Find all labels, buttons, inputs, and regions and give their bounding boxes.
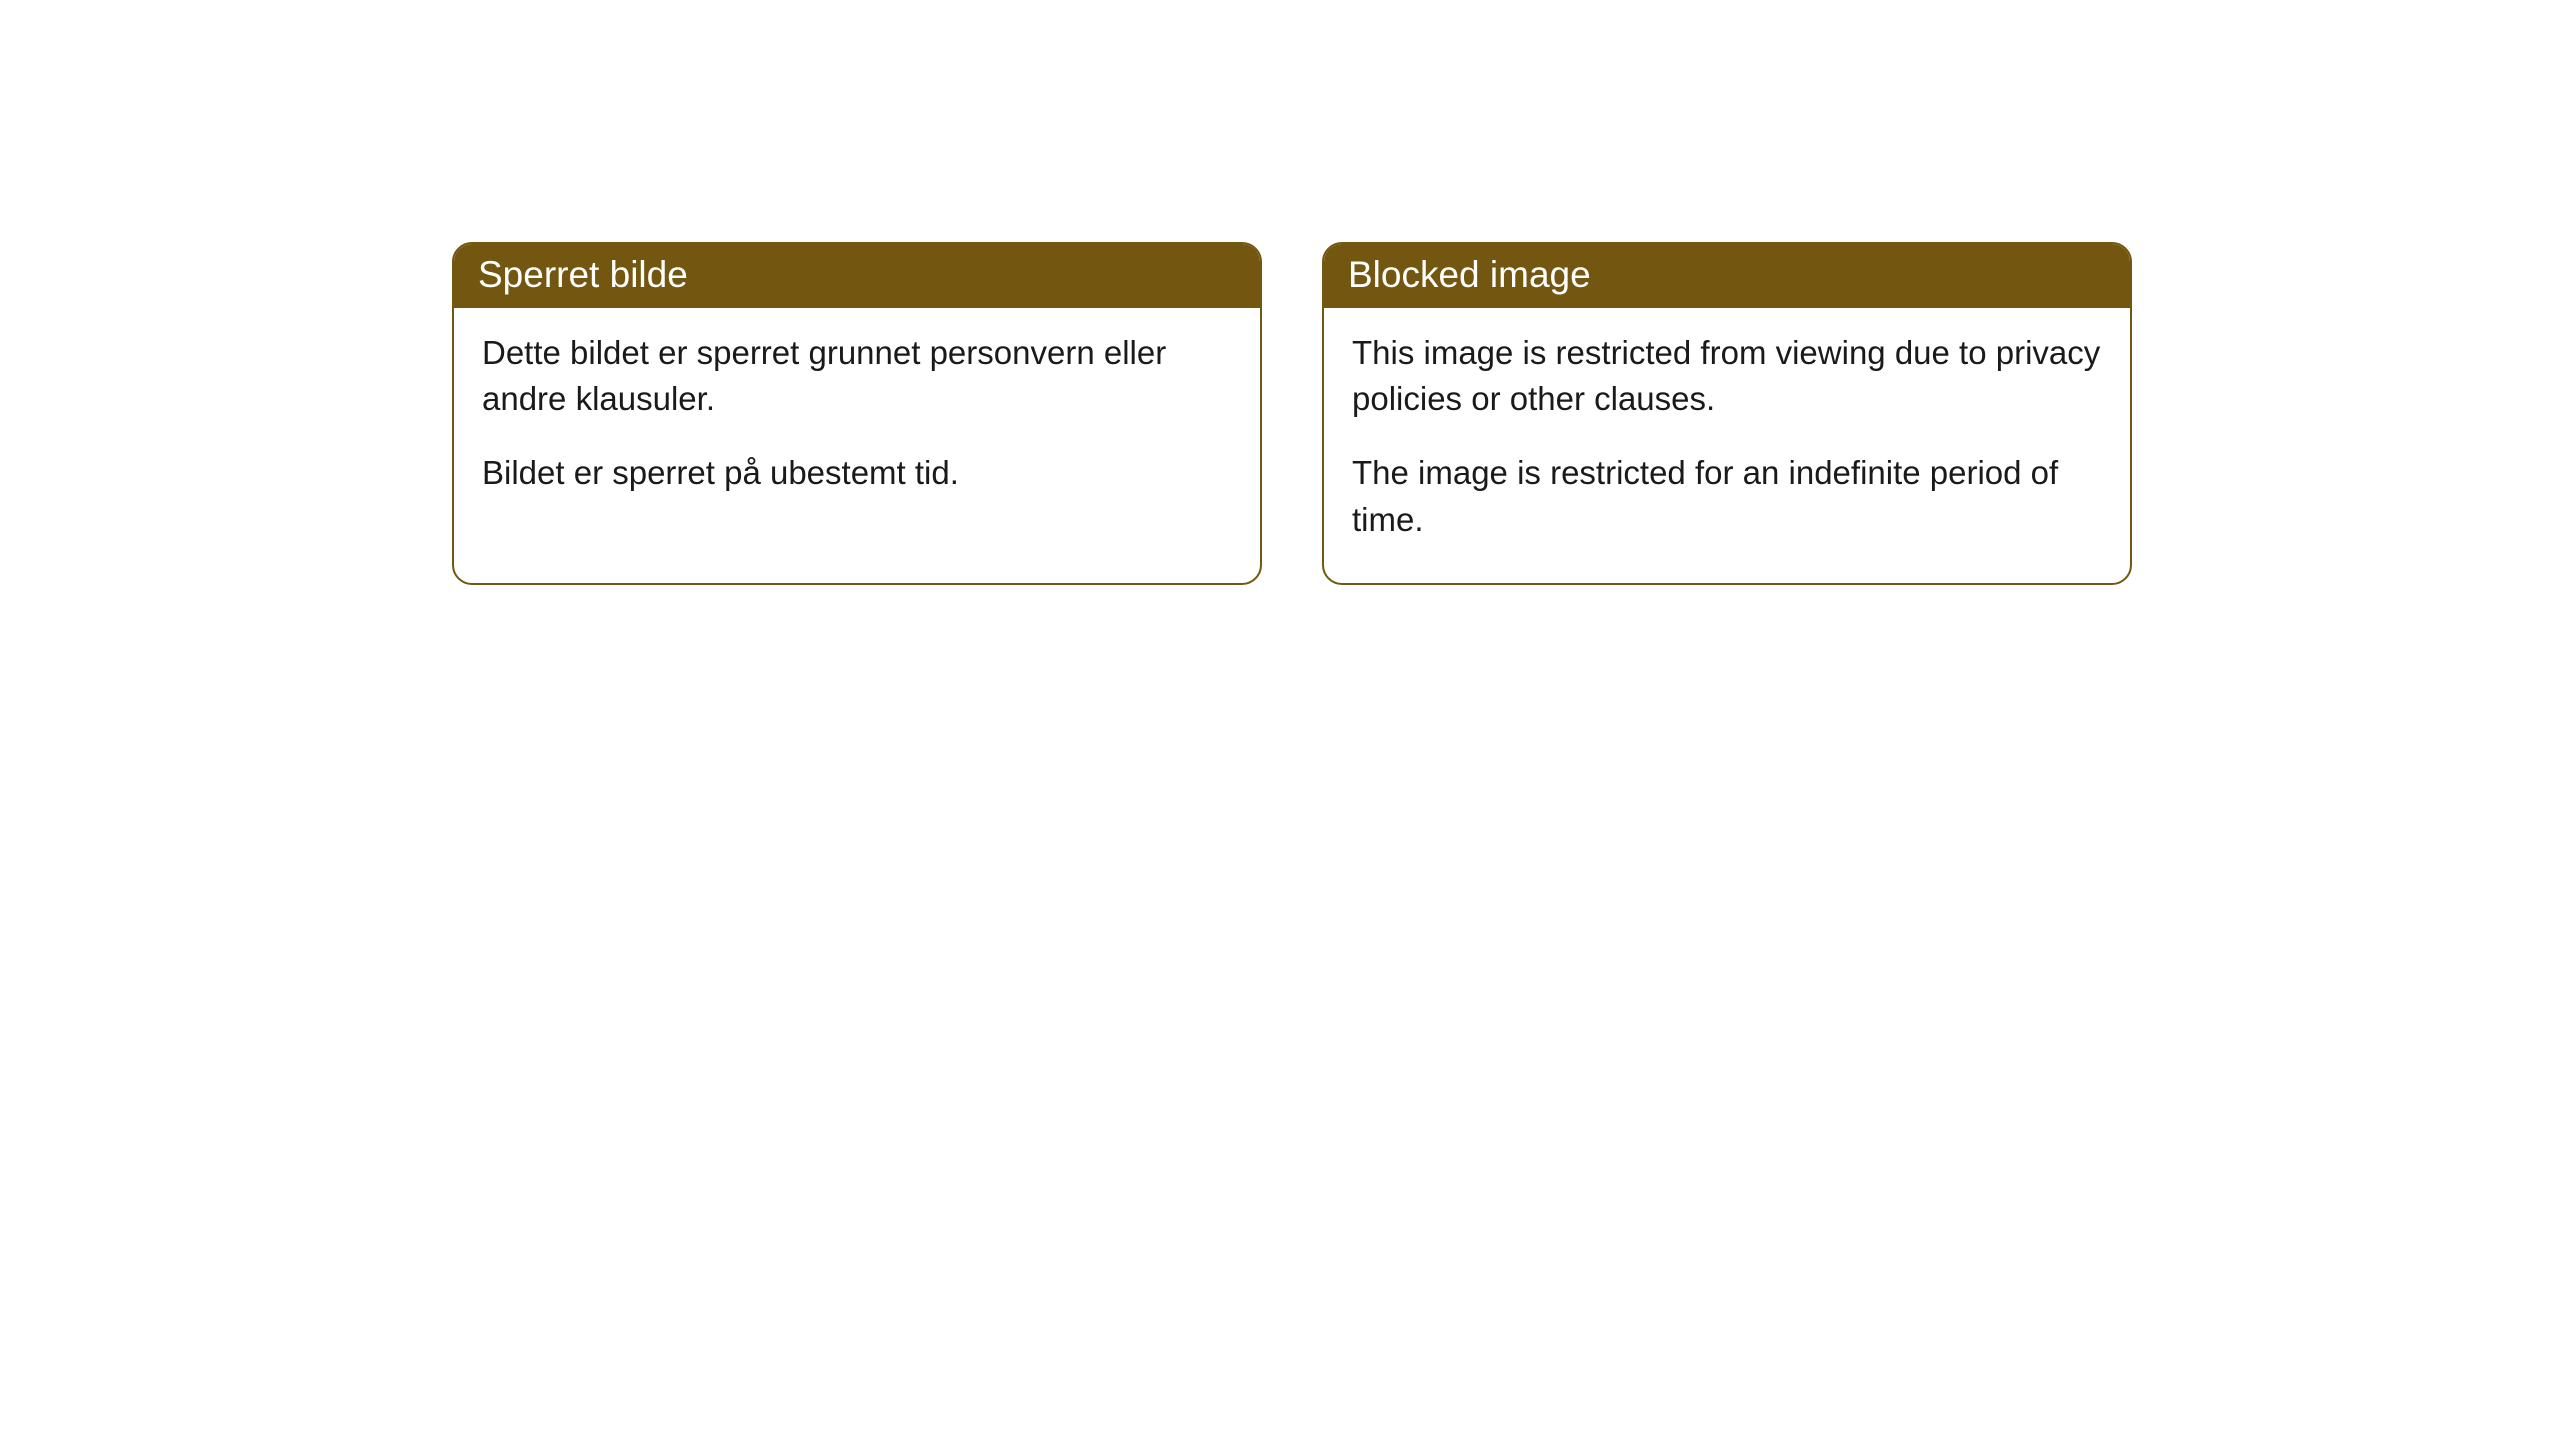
card-header-norwegian: Sperret bilde <box>454 244 1260 308</box>
card-norwegian: Sperret bilde Dette bildet er sperret gr… <box>452 242 1262 585</box>
cards-container: Sperret bilde Dette bildet er sperret gr… <box>0 0 2560 585</box>
card-body-norwegian: Dette bildet er sperret grunnet personve… <box>454 308 1260 537</box>
card-paragraph-2: The image is restricted for an indefinit… <box>1352 450 2102 542</box>
card-paragraph-1: This image is restricted from viewing du… <box>1352 330 2102 422</box>
card-paragraph-1: Dette bildet er sperret grunnet personve… <box>482 330 1232 422</box>
card-header-english: Blocked image <box>1324 244 2130 308</box>
card-paragraph-2: Bildet er sperret på ubestemt tid. <box>482 450 1232 496</box>
card-english: Blocked image This image is restricted f… <box>1322 242 2132 585</box>
card-body-english: This image is restricted from viewing du… <box>1324 308 2130 583</box>
